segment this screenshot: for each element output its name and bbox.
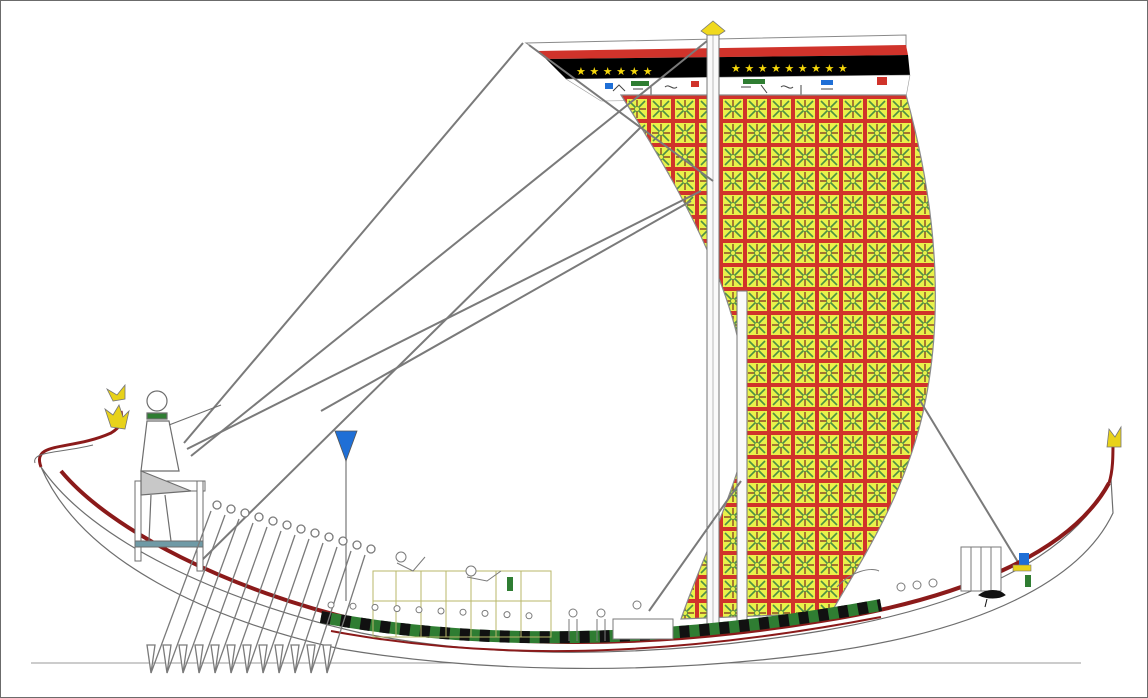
oar-blade	[146, 644, 156, 674]
oar-shaft	[166, 514, 226, 674]
crew-head	[481, 609, 489, 617]
deck-crew	[568, 600, 674, 641]
oarsman-head	[296, 524, 306, 534]
deck-figures	[327, 601, 533, 620]
cabin-icon	[372, 570, 552, 638]
lotus-finial-icon	[104, 404, 130, 430]
oar-blade	[306, 644, 316, 674]
oarsman-head	[324, 532, 334, 542]
oar-shaft	[326, 554, 366, 674]
oar-blade	[242, 644, 252, 674]
oarsman-head	[226, 504, 236, 514]
svg-text:★ ★ ★ ★ ★ ★ ★ ★ ★: ★ ★ ★ ★ ★ ★ ★ ★ ★	[731, 62, 848, 75]
oar-blade	[258, 644, 268, 674]
oarsman-head	[282, 520, 292, 530]
oar-shaft	[262, 538, 310, 674]
oarsman-head	[254, 512, 264, 522]
oar-blade	[162, 644, 172, 674]
oarsman-head	[310, 528, 320, 538]
oar-shaft	[182, 518, 240, 674]
oars-icon	[146, 500, 376, 674]
oar-shaft	[150, 510, 212, 674]
crew-head	[349, 602, 357, 610]
mast-top-ornament-icon	[700, 20, 726, 36]
hull	[34, 410, 1115, 670]
oarsman-head	[352, 540, 362, 550]
oar-blade	[226, 644, 236, 674]
oar-blade	[210, 644, 220, 674]
oarsman-head	[338, 536, 348, 546]
crew-head	[437, 607, 445, 615]
oar-shaft	[214, 526, 268, 674]
eye-of-horus-icon	[978, 590, 1006, 608]
oar-blade	[194, 644, 204, 674]
pennant-flag-icon	[334, 430, 358, 601]
oar-shaft	[246, 534, 296, 674]
oarsman-head	[268, 516, 278, 526]
oar-blade	[322, 644, 332, 674]
cabin-figures	[395, 551, 513, 591]
oar-shaft	[294, 546, 338, 674]
crew-head	[415, 606, 423, 614]
crew-head	[393, 605, 401, 613]
helmsman-figure-icon	[140, 390, 222, 542]
oar-blade	[290, 644, 300, 674]
bow-deckhouse	[836, 546, 1002, 592]
crew-head	[459, 608, 467, 616]
bow-figure	[1012, 553, 1032, 587]
svg-text:★ ★ ★ ★ ★ ★: ★ ★ ★ ★ ★ ★	[576, 65, 653, 78]
oar-blade	[178, 644, 188, 674]
crew-head	[327, 601, 335, 609]
oarsman-head	[366, 544, 376, 554]
oar-shaft	[310, 550, 352, 674]
oar-shaft	[230, 530, 282, 674]
lotus-finial-icon	[1106, 425, 1122, 448]
rigging	[183, 40, 1022, 612]
crew-head	[503, 611, 511, 619]
crew-head	[371, 603, 379, 611]
sail	[619, 94, 936, 620]
oarsman-head	[212, 500, 222, 510]
lotus-finial-icon	[106, 383, 126, 402]
oarsman-head	[240, 508, 250, 518]
oar-shaft	[278, 542, 324, 674]
oar-shaft	[198, 522, 254, 674]
crew-head	[525, 612, 533, 620]
oar-blade	[274, 644, 284, 674]
